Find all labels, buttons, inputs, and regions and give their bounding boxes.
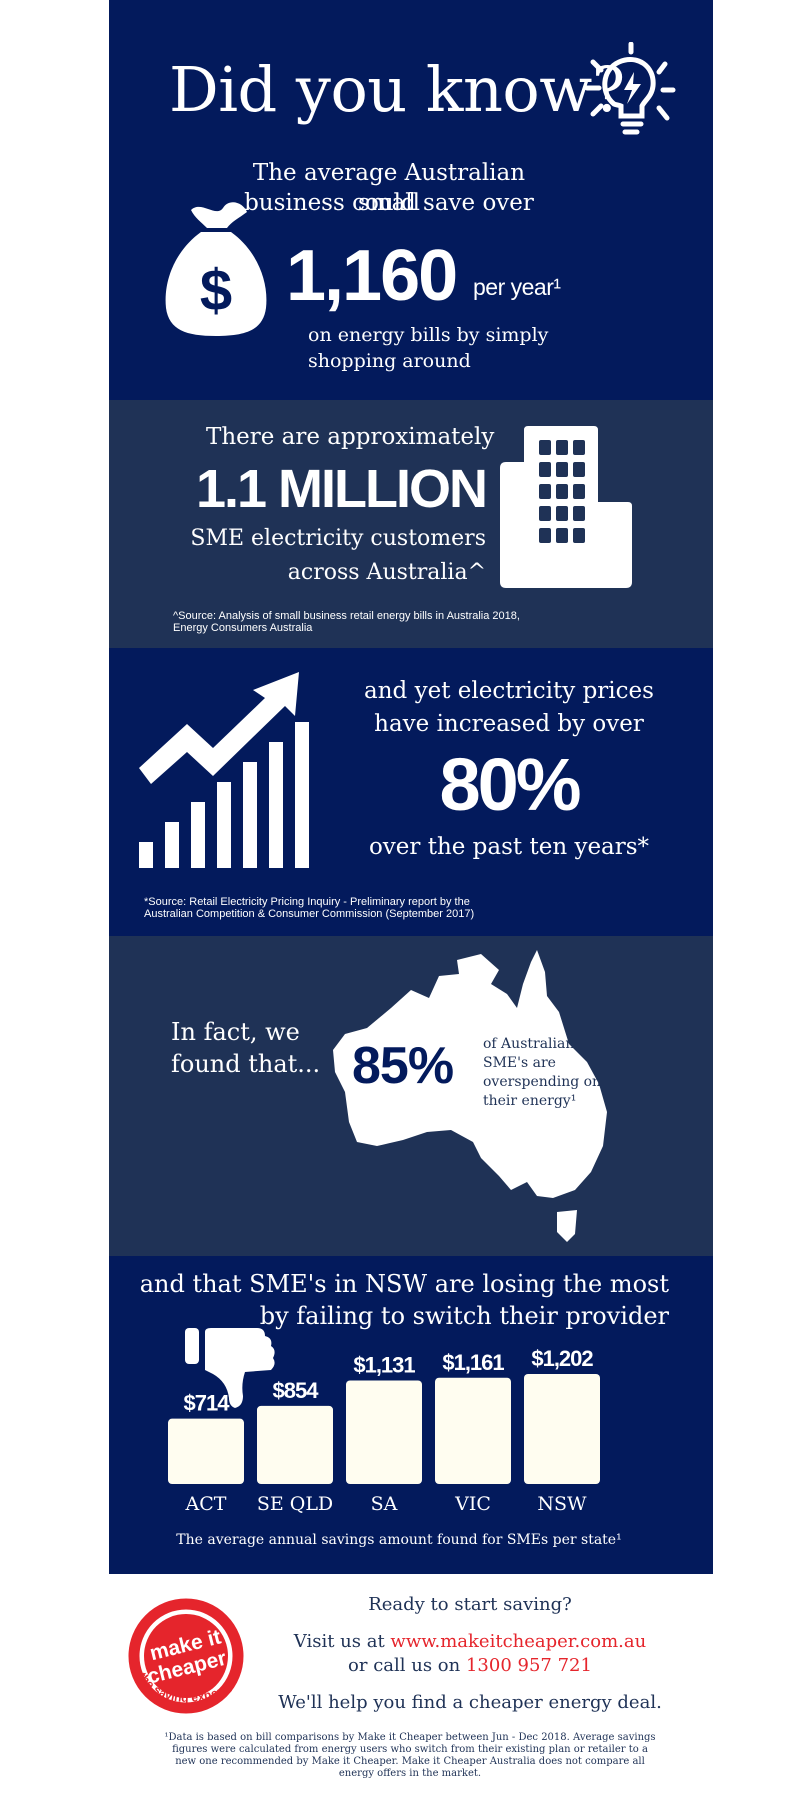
customers-section: There are approximately 1.1 MILLION SME … xyxy=(109,400,713,648)
prices-line-1: and yet electricity prices xyxy=(364,678,654,704)
overspending-desc-2: SME's are xyxy=(483,1055,556,1071)
prices-line-3: over the past ten years* xyxy=(368,834,650,860)
savings-section: Did you know? The average Australian sma… xyxy=(109,0,713,400)
visit-prefix: Visit us at xyxy=(293,1631,391,1652)
bar-act xyxy=(168,1418,244,1484)
help-line: We'll help you find a cheaper energy dea… xyxy=(278,1692,662,1713)
disclaimer-1: ¹Data is based on bill comparisons by Ma… xyxy=(164,1732,656,1743)
footer: make it cheaper the saving experts Ready… xyxy=(0,1574,800,1800)
call-line: or call us on 1300 957 721 xyxy=(240,1654,700,1678)
intro-line-1: The average Australian small xyxy=(252,160,526,216)
overspending-desc-3: overspending on xyxy=(483,1074,602,1090)
per-year-label: per year¹ xyxy=(473,274,561,300)
customers-line-2: across Australia^ xyxy=(287,560,486,585)
australia-map-icon xyxy=(333,950,607,1242)
thumbs-down-icon xyxy=(185,1328,275,1408)
bar-vic xyxy=(435,1377,511,1484)
bar-value-label: $1,202 xyxy=(531,1346,593,1371)
rising-chart-icon xyxy=(139,672,309,868)
page-title: Did you know? xyxy=(169,53,625,126)
customers-lead: There are approximately xyxy=(206,424,495,450)
money-bag-icon: $ xyxy=(165,202,267,336)
phone-link[interactable]: 1300 957 721 xyxy=(465,1655,592,1676)
states-heading-2: by failing to switch their provider xyxy=(259,1302,669,1330)
bar-nsw xyxy=(524,1374,600,1484)
bar-category-label: SE QLD xyxy=(257,1493,333,1515)
website-link[interactable]: www.makeitcheaper.com.au xyxy=(390,1631,647,1652)
bar-category-label: VIC xyxy=(454,1493,491,1515)
make-it-cheaper-logo: make it cheaper the saving experts xyxy=(128,1598,244,1714)
overspending-desc-1: of Australian xyxy=(483,1036,575,1052)
fact-lead-2: found that... xyxy=(171,1050,321,1078)
customers-source-1: ^Source: Analysis of small business reta… xyxy=(173,610,520,622)
disclaimer-4: energy offers in the market. xyxy=(338,1768,482,1779)
bar-value-label: $714 xyxy=(184,1391,231,1416)
bar-category-label: SA xyxy=(371,1493,398,1515)
intro-line-2: business could save over xyxy=(244,190,534,216)
overspending-section: In fact, we found that... 85% of Austral… xyxy=(109,936,713,1256)
svg-text:$: $ xyxy=(200,258,232,323)
prices-line-2: have increased by over xyxy=(374,711,644,737)
states-section: and that SME's in NSW are losing the mos… xyxy=(109,1256,713,1574)
visit-line: Visit us at www.makeitcheaper.com.au xyxy=(240,1630,700,1654)
outro-line-2: shopping around xyxy=(308,350,471,372)
outro-line-1: on energy bills by simply xyxy=(308,324,549,346)
bar-value-label: $1,161 xyxy=(442,1350,504,1375)
disclaimer-3: new one recommended by Make it Cheaper. … xyxy=(175,1756,645,1767)
disclaimer-2: figures were calculated from energy user… xyxy=(172,1744,648,1755)
customers-source-2: Energy Consumers Australia xyxy=(173,622,313,634)
bar-sa xyxy=(346,1380,422,1484)
building-icon xyxy=(500,426,632,588)
ready-heading: Ready to start saving? xyxy=(368,1594,572,1615)
overspending-desc-4: their energy¹ xyxy=(483,1093,577,1109)
bar-se-qld xyxy=(257,1405,333,1484)
bar-value-label: $1,131 xyxy=(353,1352,415,1377)
customers-line-1: SME electricity customers xyxy=(190,526,486,551)
overspending-big-percent: 85% xyxy=(352,1037,454,1095)
prices-section: and yet electricity prices have increase… xyxy=(109,648,713,936)
bar-value-label: $854 xyxy=(273,1378,320,1403)
bar-category-label: ACT xyxy=(185,1493,227,1515)
customers-big-number: 1.1 MILLION xyxy=(195,459,488,519)
savings-amount: 1,160 xyxy=(286,236,458,316)
prices-big-percent: 80% xyxy=(439,743,581,826)
bar-category-label: NSW xyxy=(537,1493,587,1515)
states-caption: The average annual savings amount found … xyxy=(176,1532,622,1548)
lightbulb-icon xyxy=(584,42,676,135)
call-prefix: or call us on xyxy=(348,1655,466,1676)
prices-source-1: *Source: Retail Electricity Pricing Inqu… xyxy=(144,896,470,908)
prices-source-2: Australian Competition & Consumer Commis… xyxy=(144,908,475,920)
states-heading-1: and that SME's in NSW are losing the mos… xyxy=(139,1270,669,1298)
fact-lead-1: In fact, we xyxy=(171,1018,300,1046)
state-savings-chart: $714 ACT $854 SE QLD $1,131 SA $1,161 VIC $1,202… xyxy=(168,1346,600,1515)
